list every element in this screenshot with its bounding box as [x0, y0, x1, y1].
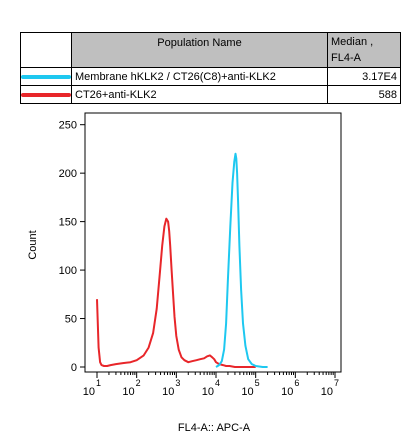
legend-header-swatch-cell — [20, 32, 72, 68]
legend-row: Membrane hKLK2 / CT26(C8)+anti-KLK2 3.17… — [20, 67, 401, 86]
x-tick-label: 10 — [162, 386, 174, 398]
x-tick-label: 10 — [202, 386, 214, 398]
x-tick-label: 10 — [83, 386, 95, 398]
y-axis: 0 50 100 150 200 250 — [59, 120, 85, 374]
legend-header-median-line2: FL4-A — [331, 52, 361, 64]
x-tick-label-exponent: 6 — [294, 378, 299, 388]
legend-series-median: 588 — [327, 85, 401, 104]
x-tick-label-exponent: 7 — [334, 378, 339, 388]
x-tick-label: 10 — [122, 386, 134, 398]
series-layer — [96, 152, 268, 368]
plot-frame — [84, 112, 342, 373]
series-line — [215, 152, 268, 368]
x-tick-label-exponent: 1 — [96, 378, 101, 388]
x-axis-label: FL4-A:: APC-A — [178, 422, 251, 434]
legend-row: CT26+anti-KLK2 588 — [20, 85, 401, 104]
legend-series-median: 3.17E4 — [327, 67, 401, 86]
y-tick-label: 0 — [71, 362, 77, 374]
x-tick-label: 10 — [241, 386, 253, 398]
legend-series-name: CT26+anti-KLK2 — [71, 85, 328, 104]
x-tick-label-exponent: 5 — [255, 378, 260, 388]
legend-swatch — [21, 74, 71, 79]
x-tick-label-exponent: 4 — [215, 378, 220, 388]
x-tick-label: 10 — [321, 386, 333, 398]
series-line — [96, 217, 256, 368]
legend-header-median: Median , FL4-A — [327, 32, 401, 68]
y-tick-label: 50 — [65, 314, 77, 326]
legend-header-median-line1: Median , — [331, 36, 374, 48]
x-tick-label-exponent: 2 — [136, 378, 141, 388]
y-tick-label: 150 — [59, 217, 77, 229]
y-tick-label: 100 — [59, 265, 77, 277]
y-axis-label: Count — [27, 230, 39, 259]
legend-series-name: Membrane hKLK2 / CT26(C8)+anti-KLK2 — [71, 67, 328, 86]
x-tick-label-exponent: 3 — [175, 378, 180, 388]
y-tick-label: 200 — [59, 168, 77, 180]
legend-table: Population Name Median , FL4-A Membrane h… — [20, 32, 401, 104]
x-tick-label: 10 — [281, 386, 293, 398]
y-tick-label: 250 — [59, 120, 77, 132]
legend-swatch — [21, 92, 71, 97]
